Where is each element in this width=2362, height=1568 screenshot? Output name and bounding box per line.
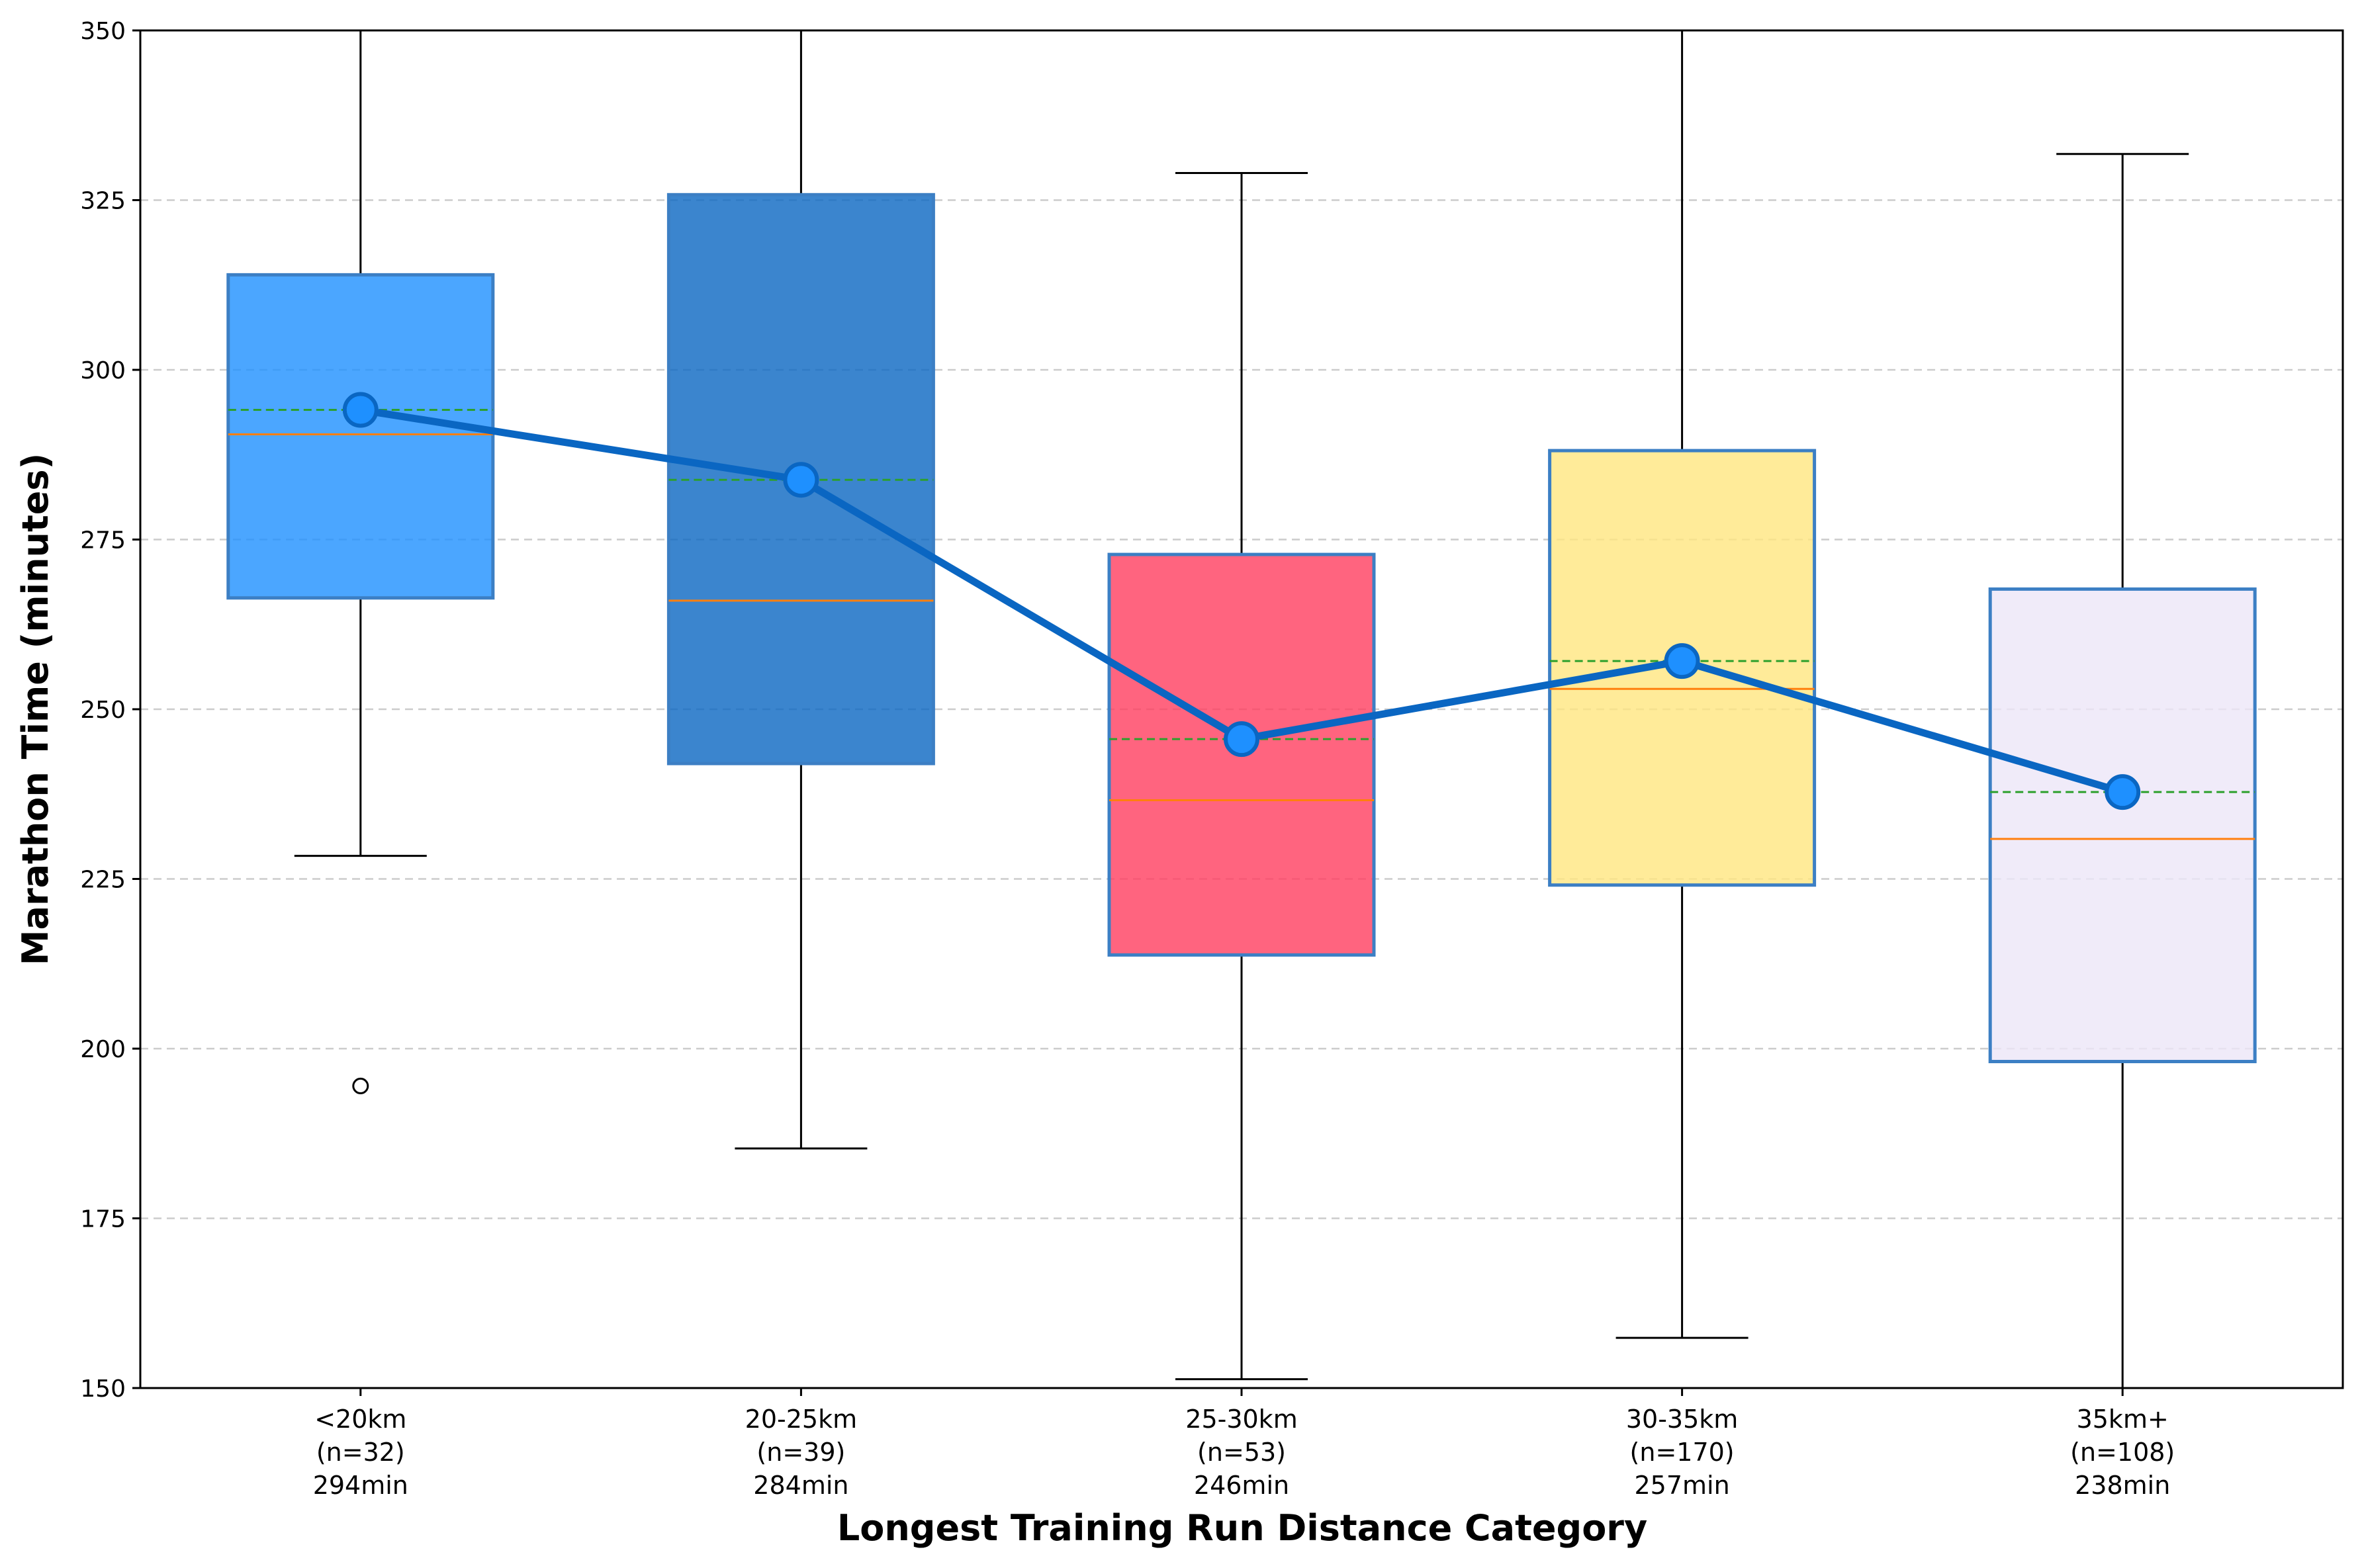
mean-marker (783, 462, 819, 498)
axes: 150 175 200 225 250 275 300 325 350 <20km (n=32) 29… (80, 18, 2344, 1500)
x-tick-mean: 238min (2075, 1471, 2170, 1500)
x-tick-label: 35km+ (2077, 1405, 2169, 1434)
x-tick-count: (n=39) (756, 1438, 845, 1467)
box-group (1107, 171, 1376, 1381)
x-tick-count: (n=108) (2070, 1438, 2175, 1467)
x-tick-mean: 284min (753, 1471, 848, 1500)
y-tick-label: 225 (80, 867, 126, 894)
iqr-box (226, 273, 495, 600)
box-group (226, 30, 495, 1094)
x-axis-title: Longest Training Run Distance Category (837, 1507, 1647, 1549)
x-tick-label: 25-30km (1185, 1405, 1297, 1434)
mean-trend (342, 392, 2141, 810)
box-group (1548, 30, 1817, 1339)
box-group (666, 30, 935, 1150)
outlier-point (352, 1077, 369, 1094)
mean-marker (342, 392, 379, 428)
y-tick-label: 275 (80, 527, 126, 554)
boxes (226, 30, 2257, 1388)
y-tick-label: 325 (80, 188, 126, 215)
y-tick-label: 175 (80, 1206, 126, 1233)
y-tick-label: 300 (80, 357, 126, 384)
y-tick-label: 250 (80, 697, 126, 724)
x-tick-count: (n=32) (316, 1438, 405, 1467)
y-axis-title: Marathon Time (minutes) (15, 453, 56, 965)
iqr-box (1107, 552, 1376, 957)
x-tick-mean: 257min (1634, 1471, 1729, 1500)
x-tick-label: 30-35km (1626, 1405, 1738, 1434)
x-tick-count: (n=170) (1630, 1438, 1735, 1467)
mean-marker (2105, 774, 2141, 810)
x-tick-mean: 294min (313, 1471, 408, 1500)
x-tick-count: (n=53) (1197, 1438, 1286, 1467)
y-tick-label: 200 (80, 1036, 126, 1063)
mean-marker (1224, 721, 1259, 758)
x-tick-label: <20km (314, 1405, 406, 1434)
y-tick-label: 150 (80, 1375, 126, 1403)
y-tick-label: 350 (80, 18, 126, 45)
iqr-box (1988, 587, 2257, 1063)
x-tick-label: 20-25km (745, 1405, 857, 1434)
mean-marker (1664, 643, 1700, 679)
x-tick-mean: 246min (1194, 1471, 1289, 1500)
box-group (1988, 153, 2257, 1388)
